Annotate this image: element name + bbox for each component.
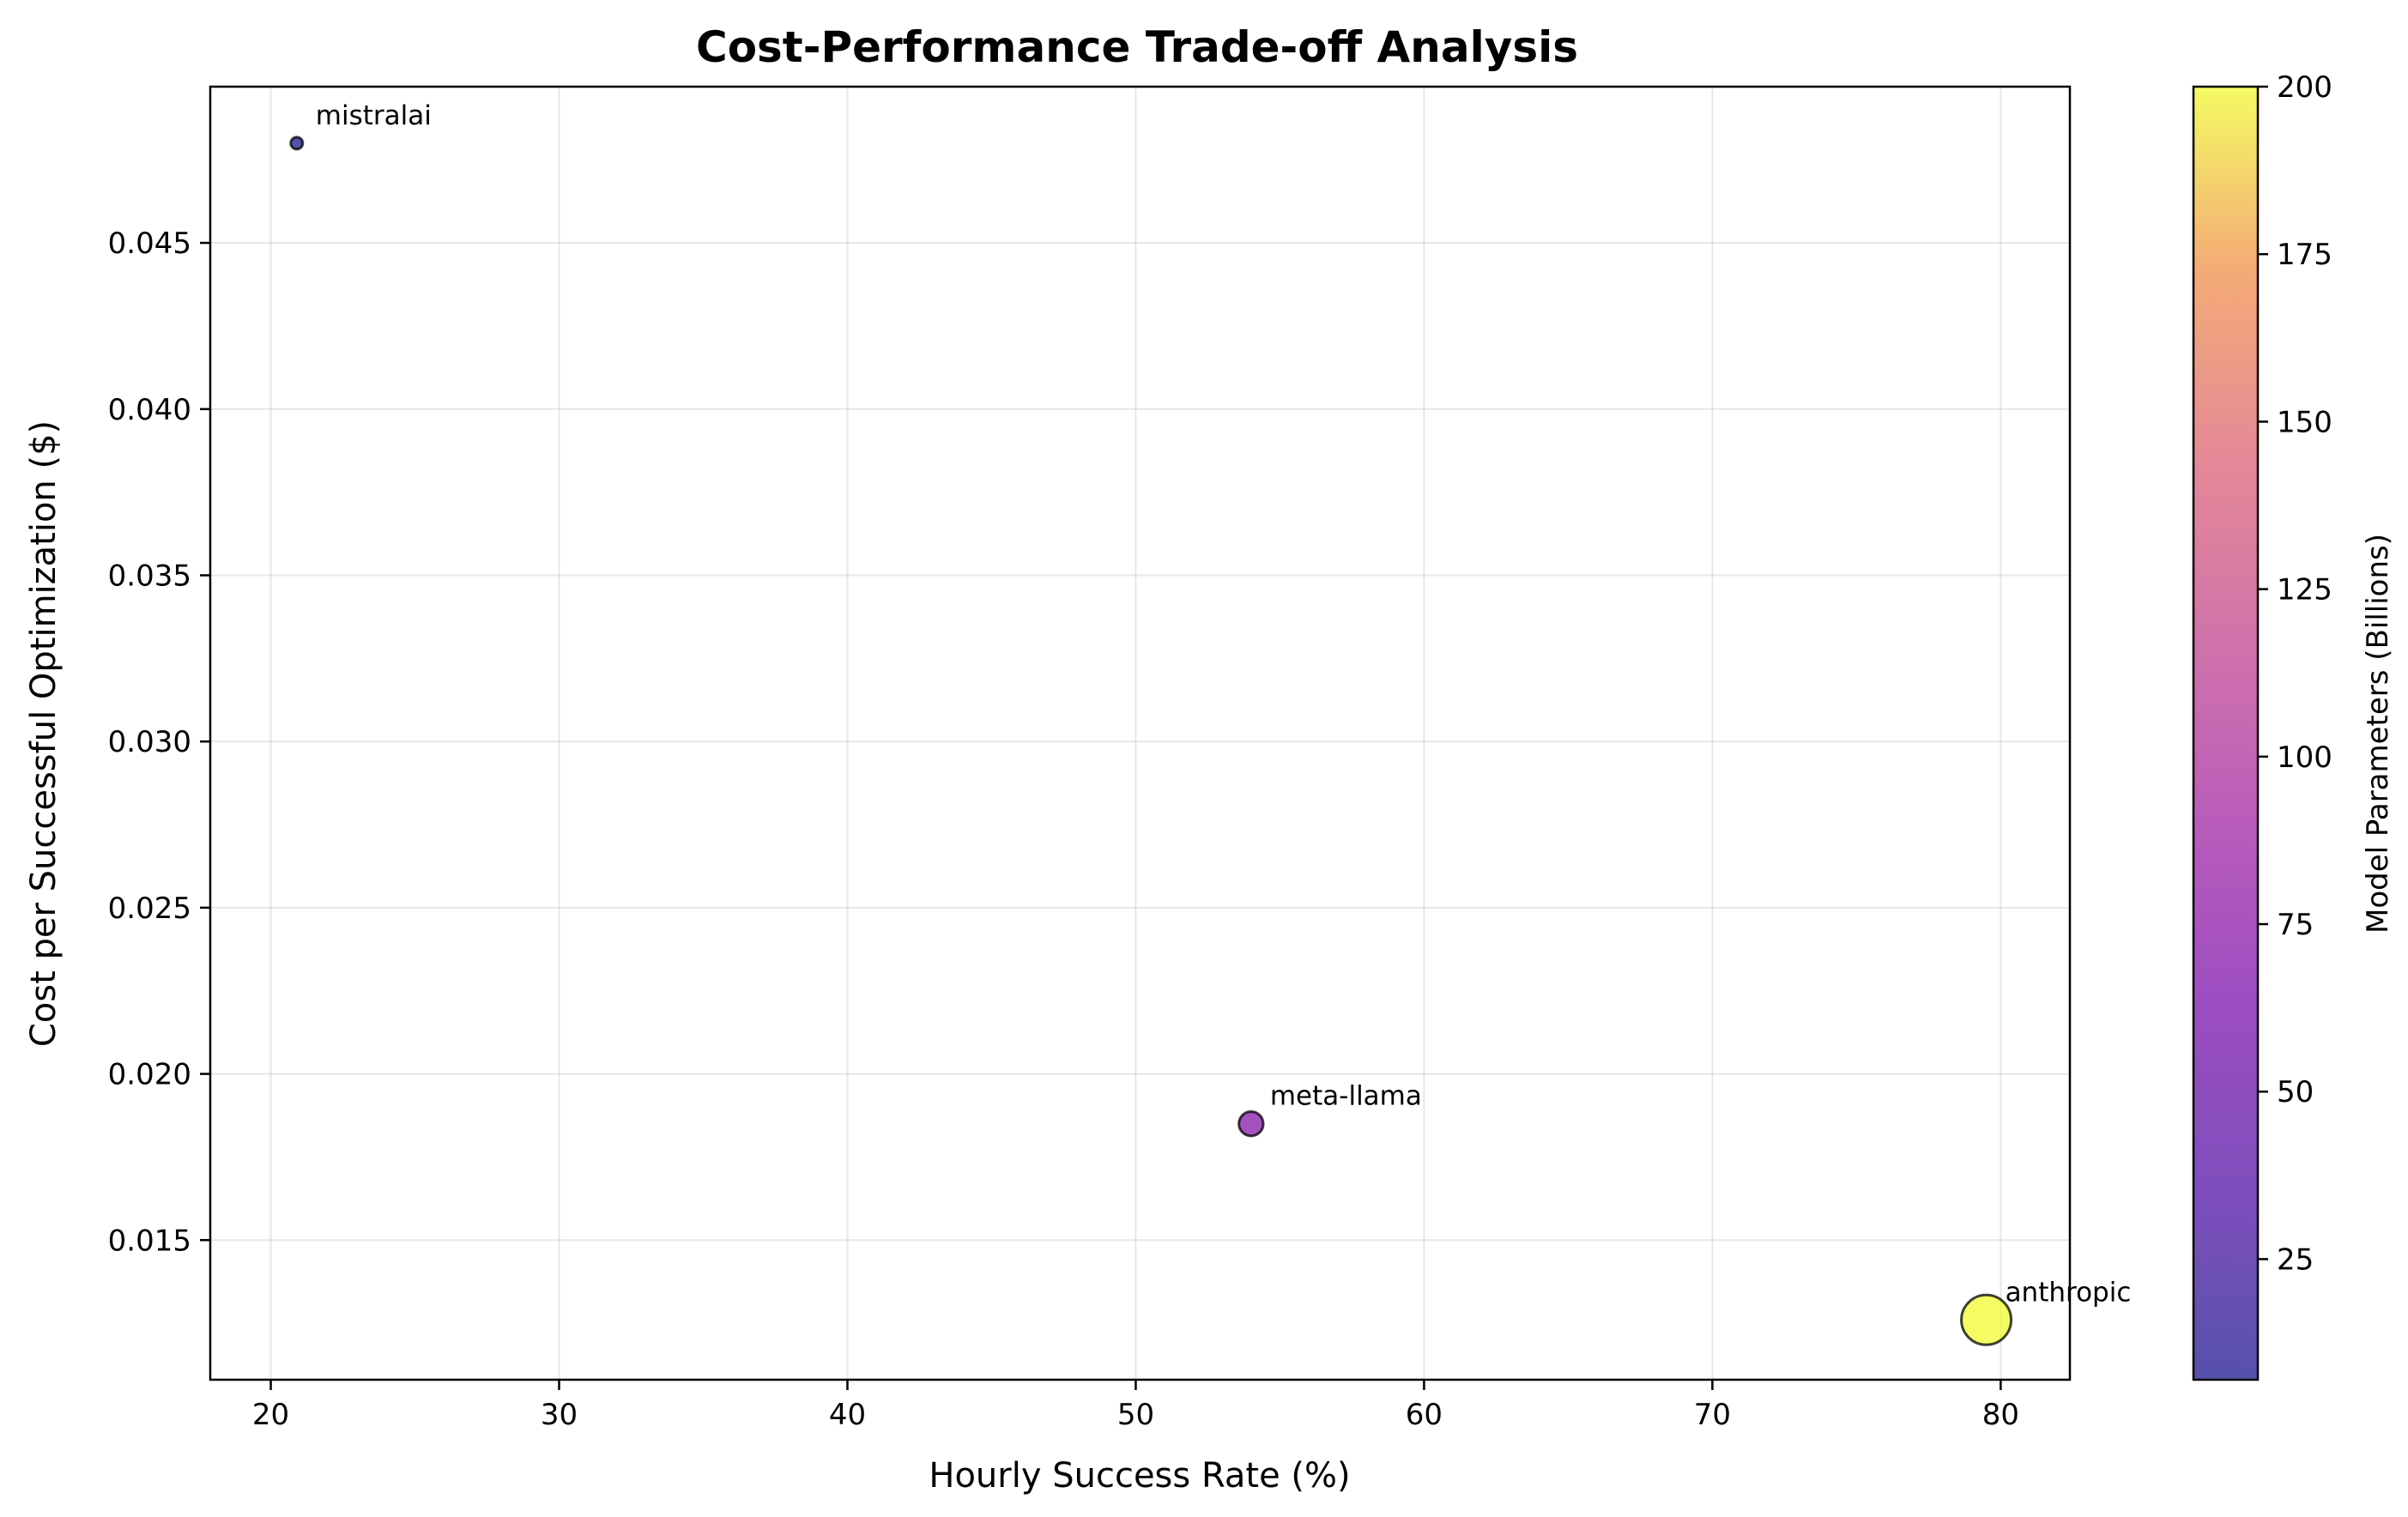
x-axis-ticks: 20 30 40 50 60 70 80 — [252, 1380, 2019, 1432]
colorbar-tick-label: 200 — [2277, 70, 2332, 105]
y-tick-label: 0.045 — [108, 227, 191, 261]
data-points — [289, 136, 2013, 1346]
colorbar-label: Model Parameters (Billions) — [2361, 534, 2395, 934]
data-point — [1237, 1110, 1265, 1138]
x-tick-label: 60 — [1406, 1398, 1443, 1432]
colorbar-ticks: 25 50 75 100 125 150 175 200 — [2258, 70, 2332, 1277]
y-tick-label: 0.030 — [108, 725, 191, 759]
y-tick-label: 0.025 — [108, 891, 191, 926]
x-tick-label: 80 — [1982, 1398, 2019, 1432]
grid — [210, 87, 2070, 1380]
x-tick-label: 40 — [829, 1398, 866, 1432]
colorbar-tick-label: 175 — [2277, 238, 2332, 272]
y-tick-label: 0.020 — [108, 1058, 191, 1092]
x-axis-label: Hourly Success Rate (%) — [929, 1456, 1350, 1496]
chart-title: Cost-Performance Trade-off Analysis — [696, 22, 1578, 72]
colorbar-tick-label: 100 — [2277, 740, 2332, 775]
point-label: anthropic — [2006, 1277, 2132, 1308]
point-label: mistralai — [316, 100, 432, 131]
colorbar-frame — [2192, 85, 2260, 1381]
colorbar-tick-label: 150 — [2277, 405, 2332, 439]
point-labels: mistralai meta-llama anthropic — [316, 100, 2132, 1308]
colorbar-tick-label: 25 — [2277, 1242, 2314, 1277]
colorbar — [2193, 87, 2258, 1380]
colorbar-tick-label: 50 — [2277, 1075, 2314, 1109]
plot-area-frame — [209, 85, 2072, 1381]
point-label: meta-llama — [1270, 1081, 1422, 1112]
y-tick-label: 0.040 — [108, 393, 191, 427]
y-tick-label: 0.015 — [108, 1224, 191, 1258]
x-tick-label: 30 — [541, 1398, 578, 1432]
x-tick-label: 70 — [1694, 1398, 1731, 1432]
colorbar-tick-label: 75 — [2277, 908, 2314, 942]
data-point — [289, 136, 305, 151]
x-tick-label: 20 — [252, 1398, 289, 1432]
data-point — [1960, 1293, 2013, 1346]
colorbar-tick-label: 125 — [2277, 573, 2332, 607]
x-tick-label: 50 — [1117, 1398, 1154, 1432]
y-axis-ticks: 0.015 0.020 0.025 0.030 0.035 0.040 0.045 — [108, 227, 210, 1258]
y-axis-label: Cost per Successful Optimization ($) — [24, 420, 64, 1047]
y-tick-label: 0.035 — [108, 559, 191, 593]
